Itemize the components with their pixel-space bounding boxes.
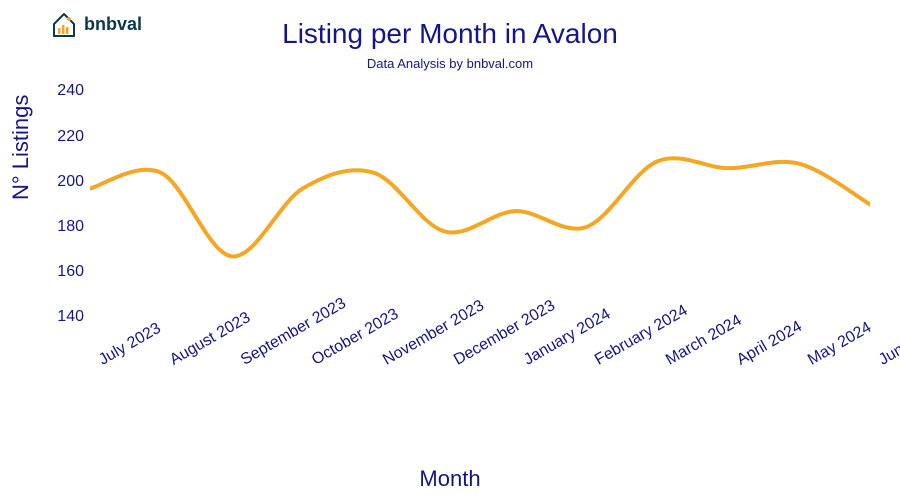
chart-subtitle: Data Analysis by bnbval.com [0,56,900,71]
y-tick-label: 180 [50,218,84,236]
y-tick-label: 200 [50,173,84,191]
y-tick-label: 240 [50,82,84,100]
x-tick-label: June 2024 [876,317,900,370]
x-axis-label: Month [0,466,900,492]
data-line [90,158,870,256]
chart-title: Listing per Month in Avalon [0,18,900,50]
y-tick-label: 140 [50,308,84,326]
y-tick-label: 220 [50,128,84,146]
y-tick-label: 160 [50,263,84,281]
y-axis-label: N° Listings [8,95,34,200]
chart-container: bnbval Listing per Month in Avalon Data … [0,0,900,500]
